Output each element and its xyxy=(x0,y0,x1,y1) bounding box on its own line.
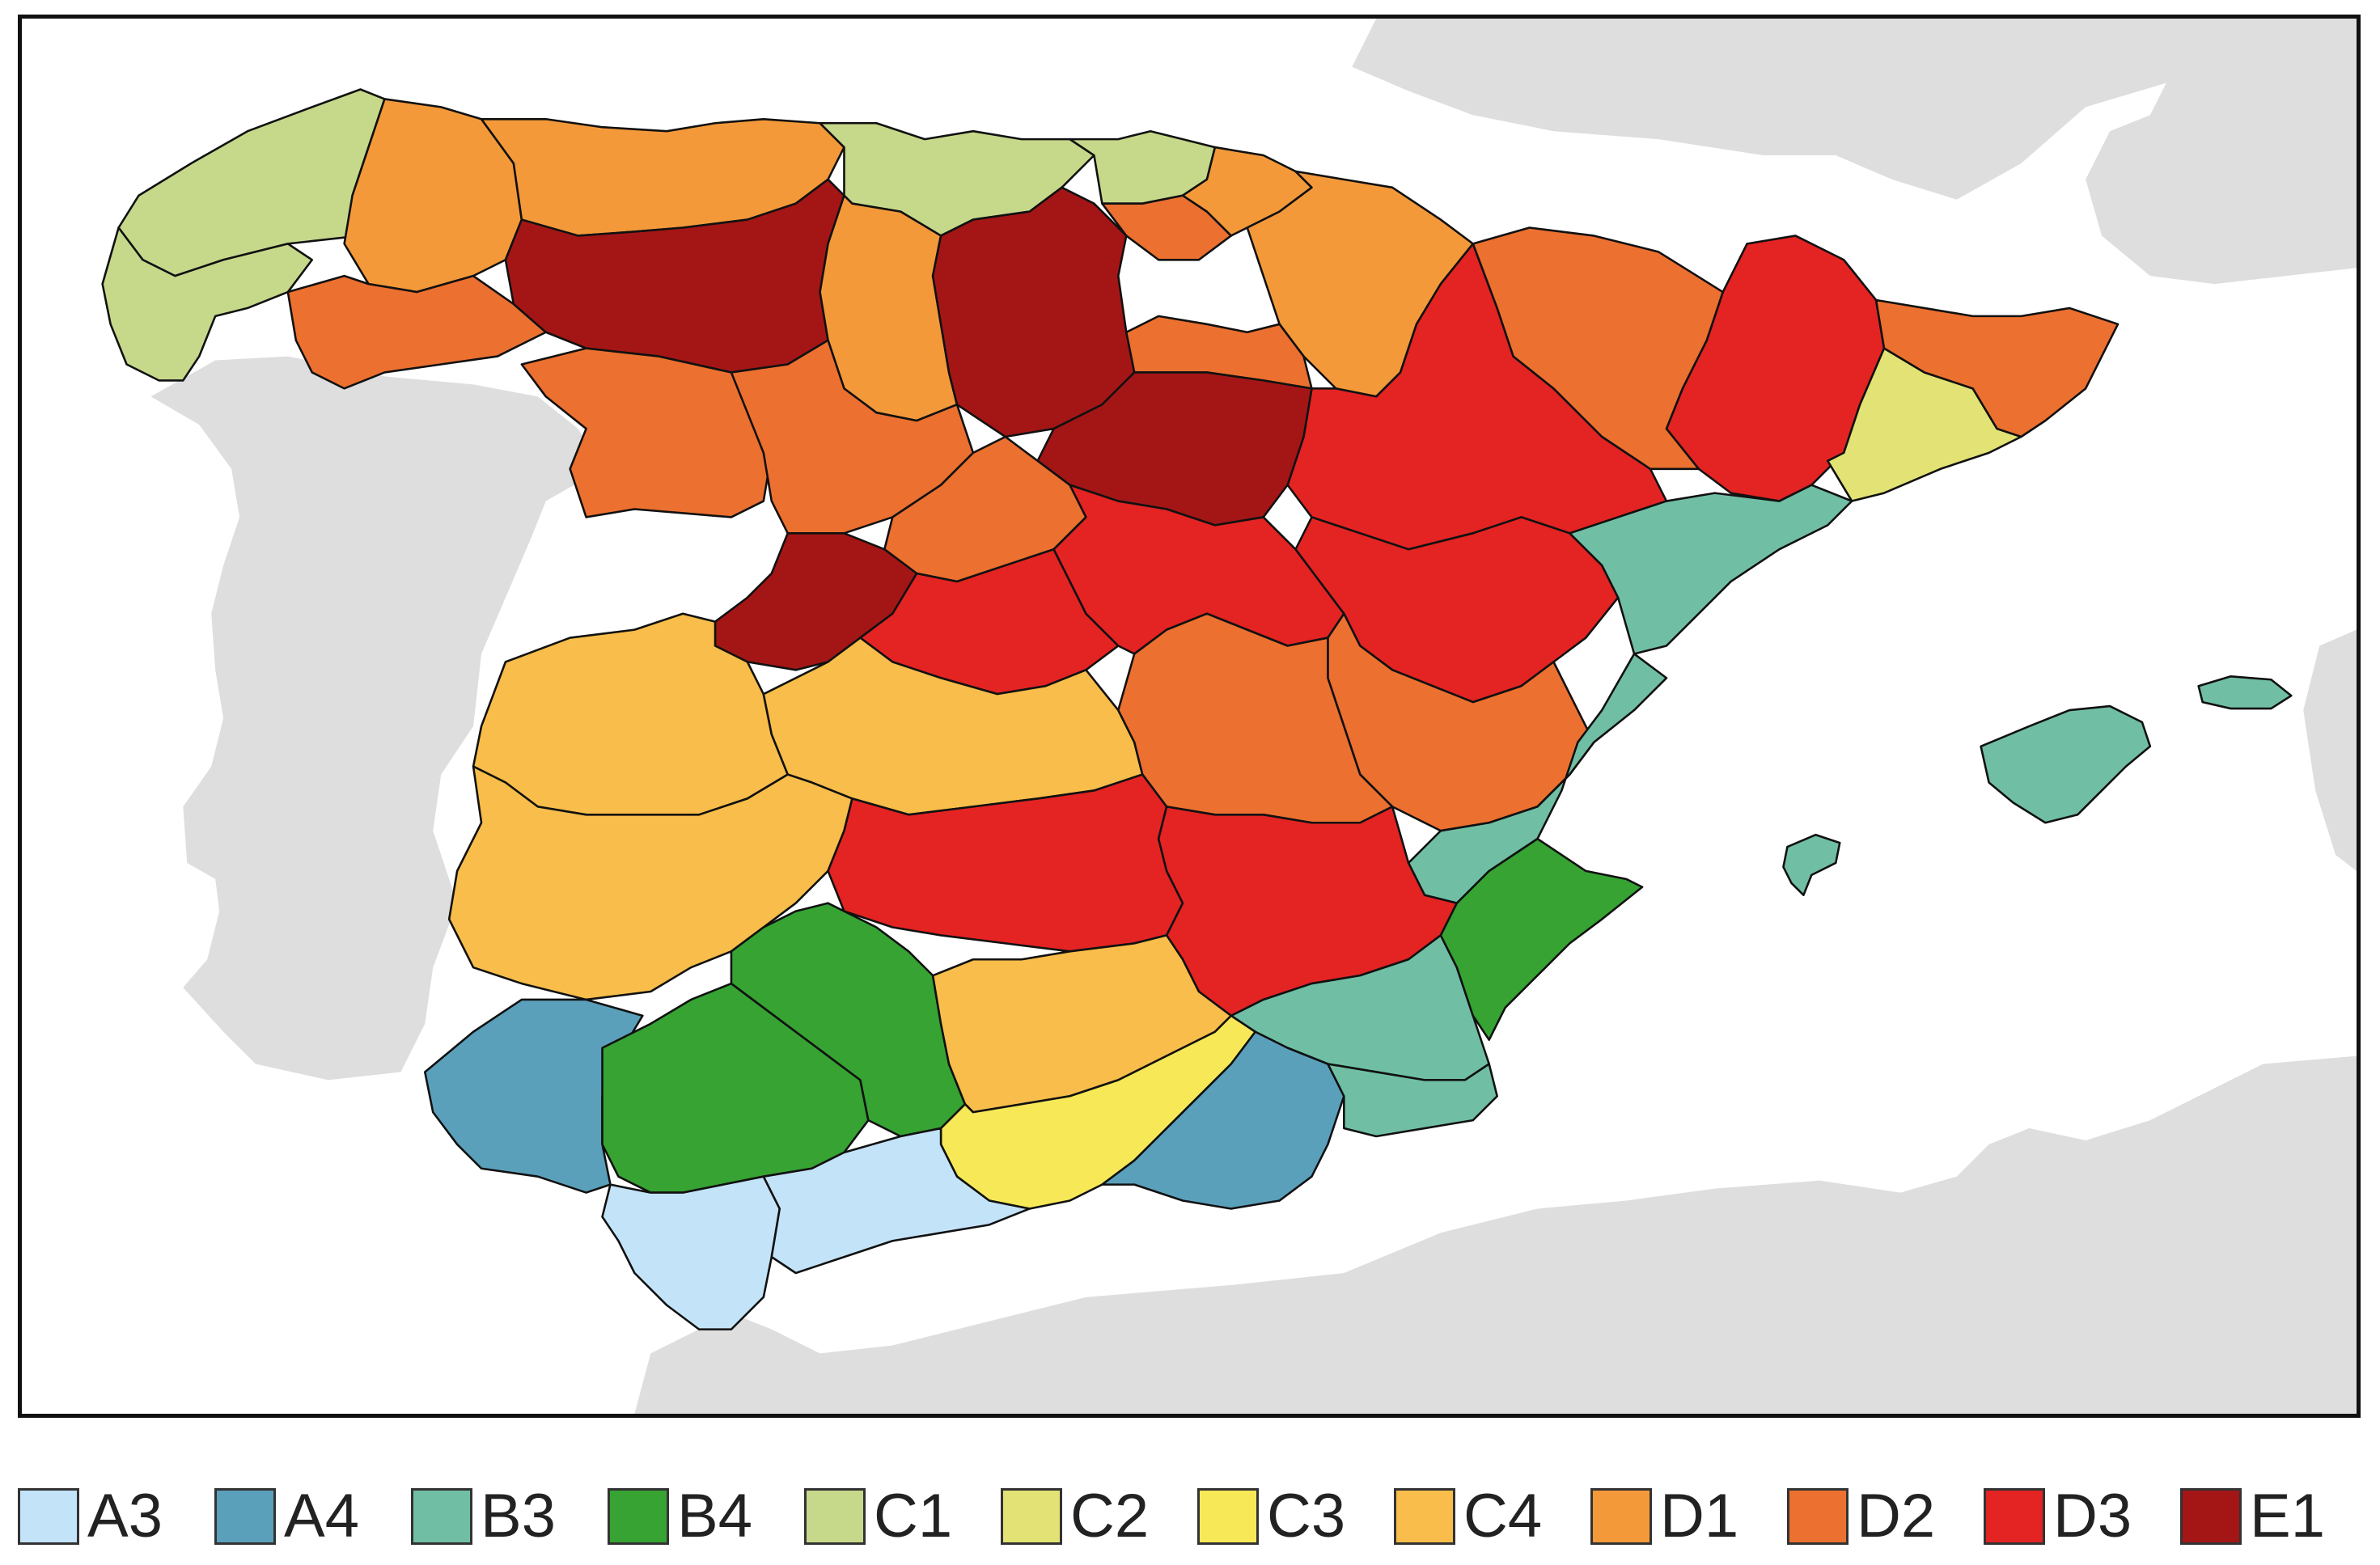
legend-swatch-d2 xyxy=(1787,1488,1849,1545)
region-badajoz[interactable] xyxy=(447,765,853,1001)
legend-label-d3: D3 xyxy=(2053,1482,2132,1550)
region-cadiz[interactable] xyxy=(601,1175,781,1330)
legend-swatch-c1 xyxy=(804,1488,866,1545)
region-avila[interactable] xyxy=(714,532,918,671)
legend-label-a4: A4 xyxy=(284,1482,359,1550)
legend-label-c4: C4 xyxy=(1463,1482,1543,1550)
legend-item-d2: D2 xyxy=(1787,1480,1935,1553)
legend-swatch-a4 xyxy=(214,1488,276,1545)
legend-swatch-c3 xyxy=(1197,1488,1259,1545)
legend-item-a3: A3 xyxy=(18,1480,163,1553)
legend-swatch-b3 xyxy=(411,1488,472,1545)
legend-item-b4: B4 xyxy=(608,1480,752,1553)
spain-climate-zone-map xyxy=(22,19,2357,1414)
legend-item-a4: A4 xyxy=(214,1480,359,1553)
region-ibiza[interactable] xyxy=(1782,833,1841,897)
region-pontevedra[interactable] xyxy=(101,226,314,382)
legend-label-b3: B3 xyxy=(481,1482,556,1550)
legend-item-d1: D1 xyxy=(1590,1480,1738,1553)
region-malaga[interactable] xyxy=(762,1127,1031,1275)
legend-label-a3: A3 xyxy=(87,1482,163,1550)
region-alicante[interactable] xyxy=(1439,837,1644,1041)
legend-item-c3: C3 xyxy=(1197,1480,1345,1553)
region-zamora[interactable] xyxy=(520,347,773,518)
legend-item-b3: B3 xyxy=(411,1480,556,1553)
legend-item-c1: C1 xyxy=(804,1480,952,1553)
legend-label-c3: C3 xyxy=(1267,1482,1346,1550)
region-menorca[interactable] xyxy=(2197,675,2293,710)
legend-item-c4: C4 xyxy=(1394,1480,1542,1553)
legend-label-d2: D2 xyxy=(1857,1482,1936,1550)
region-girona[interactable] xyxy=(1874,298,2120,438)
legend-swatch-d3 xyxy=(1984,1488,2045,1545)
region-murcia-coast[interactable] xyxy=(1327,1063,1498,1138)
legend-label-e1: E1 xyxy=(2250,1482,2325,1550)
provinces-layer xyxy=(101,88,2293,1330)
region-ourense[interactable] xyxy=(286,274,548,390)
legend-label-d1: D1 xyxy=(1660,1482,1739,1550)
region-mallorca[interactable] xyxy=(1980,704,2152,824)
region-castellon[interactable] xyxy=(1569,484,1853,655)
portugal-land xyxy=(150,356,603,1081)
sardinia-land xyxy=(2303,629,2357,871)
legend-item-c2: C2 xyxy=(1001,1480,1149,1553)
legend-swatch-c2 xyxy=(1001,1488,1062,1545)
legend-swatch-e1 xyxy=(2180,1488,2242,1545)
map-frame xyxy=(18,15,2361,1418)
legend-label-b4: B4 xyxy=(677,1482,752,1550)
legend-swatch-a3 xyxy=(18,1488,79,1545)
legend-swatch-d1 xyxy=(1590,1488,1652,1545)
france-land xyxy=(1352,19,2357,285)
region-burgos[interactable] xyxy=(931,186,1136,438)
legend-label-c1: C1 xyxy=(874,1482,953,1550)
region-lleida[interactable] xyxy=(1472,226,1725,471)
legend-label-c2: C2 xyxy=(1070,1482,1150,1550)
legend-item-e1: E1 xyxy=(2180,1480,2325,1553)
north-africa-land xyxy=(634,1055,2357,1414)
legend-swatch-b4 xyxy=(608,1488,669,1545)
legend-swatch-c4 xyxy=(1394,1488,1455,1545)
legend: A3 A4 B3 B4 C1 C2 C3 C4 D1 D2 D3 E1 xyxy=(18,1480,2364,1553)
legend-item-d3: D3 xyxy=(1984,1480,2132,1553)
